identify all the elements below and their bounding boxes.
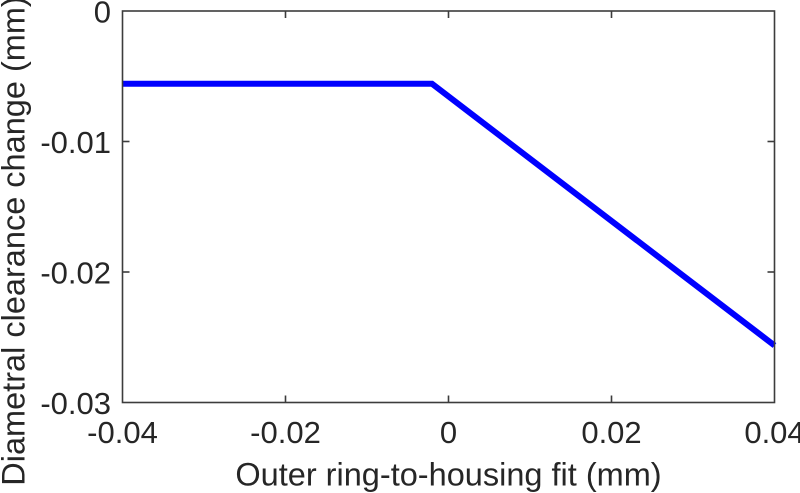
svg-text:0: 0 (440, 415, 457, 450)
svg-text:0.04: 0.04 (744, 415, 800, 450)
svg-text:0.02: 0.02 (581, 415, 641, 450)
svg-text:Outer ring-to-housing fit (mm): Outer ring-to-housing fit (mm) (235, 457, 661, 493)
svg-text:-0.02: -0.02 (250, 415, 321, 450)
svg-text:-0.02: -0.02 (40, 256, 111, 291)
svg-text:-0.03: -0.03 (40, 386, 111, 421)
svg-text:-0.01: -0.01 (40, 125, 111, 160)
svg-text:Diametral clearance change (mm: Diametral clearance change (mm) (0, 0, 31, 486)
svg-text:0: 0 (94, 0, 111, 30)
svg-text:-0.04: -0.04 (87, 415, 158, 450)
